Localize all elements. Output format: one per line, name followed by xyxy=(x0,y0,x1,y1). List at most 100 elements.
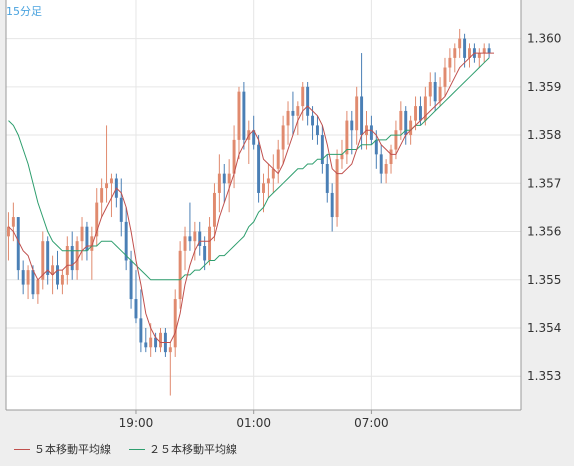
candle-body-up xyxy=(468,48,471,58)
candle-body-down xyxy=(56,265,59,285)
candle-body-up xyxy=(105,183,109,189)
candle-body-down xyxy=(139,318,143,343)
candle-body-down xyxy=(350,120,354,131)
candle-body-up xyxy=(384,164,388,174)
candle-body-up xyxy=(266,178,270,184)
candle-body-up xyxy=(389,149,393,164)
candle-body-up xyxy=(80,226,84,242)
candle-body-up xyxy=(208,226,212,261)
candle-body-up xyxy=(227,173,231,184)
candle-body-up xyxy=(262,183,265,193)
candle-body-down xyxy=(70,246,74,271)
y-tick-label: 1.360 xyxy=(527,32,561,46)
candle-body-up xyxy=(109,178,113,184)
candle-body-up xyxy=(453,48,457,58)
y-tick-label: 1.356 xyxy=(527,225,561,239)
candle-body-up xyxy=(438,86,442,102)
candle-body-up xyxy=(335,159,339,218)
candle-body-down xyxy=(404,110,408,136)
candle-body-down xyxy=(16,217,20,271)
candle-body-down xyxy=(379,154,383,174)
candle-body-down xyxy=(433,82,437,102)
candle-body-down xyxy=(487,48,491,54)
candle-body-up xyxy=(443,67,447,87)
candle-body-up xyxy=(193,231,197,242)
candle-body-up xyxy=(355,96,359,131)
candle-body-down xyxy=(306,86,310,116)
candle-body-down xyxy=(203,246,207,261)
candle-body-down xyxy=(119,197,123,222)
candle-body-down xyxy=(320,135,324,164)
candle-body-up xyxy=(482,48,486,54)
candle-body-down xyxy=(369,125,373,140)
candle-body-up xyxy=(428,82,432,97)
candle-body-up xyxy=(477,53,481,58)
candle-body-up xyxy=(276,149,280,169)
candle-body-down xyxy=(418,106,422,121)
ma25-line xyxy=(8,57,490,281)
ma5-line xyxy=(8,52,494,343)
candle-body-up xyxy=(286,110,290,126)
candle-body-up xyxy=(65,246,69,275)
candle-body-up xyxy=(271,168,275,179)
candle-body-down xyxy=(46,241,50,275)
candle-body-up xyxy=(414,106,418,121)
x-tick-label: 19:00 xyxy=(119,416,154,430)
x-tick-label: 01:00 xyxy=(236,416,271,430)
candle-body-down xyxy=(360,96,364,136)
candle-body-down xyxy=(144,342,148,348)
legend-swatch-ma25 xyxy=(129,448,145,450)
candle-body-down xyxy=(291,110,295,116)
y-tick-label: 1.353 xyxy=(527,369,561,383)
candle-body-up xyxy=(100,188,104,203)
legend-item-ma25: ２５本移動平均線 xyxy=(129,441,237,457)
candle-body-down xyxy=(85,226,89,251)
candle-body-up xyxy=(399,110,403,131)
candle-body-down xyxy=(129,260,133,300)
candle-body-up xyxy=(41,241,45,280)
candle-body-down xyxy=(325,164,329,193)
candle-body-up xyxy=(217,173,221,193)
candle-body-up xyxy=(168,347,172,353)
candle-body-up xyxy=(51,265,55,275)
candle-body-down xyxy=(124,221,128,261)
candle-body-up xyxy=(75,241,79,271)
candle-body-down xyxy=(242,91,246,140)
timeframe-label: 15分足 xyxy=(6,5,42,18)
candle-body-up xyxy=(232,139,236,174)
candle-body-up xyxy=(95,202,99,237)
candle-body-down xyxy=(198,231,202,246)
candle-body-up xyxy=(60,274,64,285)
candle-body-down xyxy=(374,139,378,155)
legend-item-ma5: ５本移動平均線 xyxy=(14,441,111,457)
candle-body-up xyxy=(237,91,241,140)
candle-body-up xyxy=(281,125,285,150)
candle-body-down xyxy=(330,192,334,218)
candle-body-up xyxy=(26,270,30,285)
legend-swatch-ma5 xyxy=(14,448,30,450)
candle-body-up xyxy=(423,96,427,121)
y-tick-label: 1.355 xyxy=(527,273,561,287)
candle-body-up xyxy=(340,154,344,160)
candle-body-down xyxy=(21,270,25,285)
chart-legend: ５本移動平均線 ２５本移動平均線 xyxy=(14,441,237,457)
candle-body-up xyxy=(159,332,162,348)
candle-body-up xyxy=(173,299,177,348)
candle-body-up xyxy=(183,236,187,251)
candle-body-down xyxy=(252,130,256,145)
candle-body-down xyxy=(311,115,315,126)
candle-body-up xyxy=(11,217,15,227)
candle-body-down xyxy=(154,337,158,348)
candle-body-down xyxy=(463,38,467,58)
candle-body-up xyxy=(90,236,94,251)
legend-label-ma5: ５本移動平均線 xyxy=(34,443,111,456)
candle-body-up xyxy=(36,279,40,295)
y-tick-label: 1.354 xyxy=(527,321,561,335)
y-tick-label: 1.359 xyxy=(527,80,561,94)
candle-body-up xyxy=(178,250,182,300)
candle-body-up xyxy=(149,337,153,348)
candle-body-down xyxy=(222,173,226,184)
candle-body-up xyxy=(409,120,413,136)
y-tick-label: 1.357 xyxy=(527,176,561,190)
